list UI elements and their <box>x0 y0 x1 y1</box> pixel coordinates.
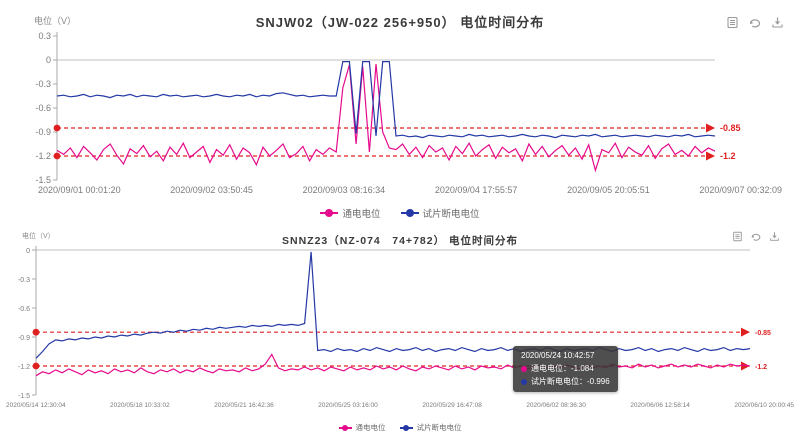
chart-title: SNJW02（JW-022 256+950） 电位时间分布 <box>255 15 545 30</box>
x-axis-tick-label: 2020/09/02 03:50:45 <box>170 185 253 195</box>
threshold-label: -1.2 <box>720 151 736 161</box>
legend-marker <box>399 424 413 431</box>
tooltip-value: -1.084 <box>571 363 594 373</box>
chart-legend: 通电电位 试片断电电位 <box>0 422 800 433</box>
tooltip: 2020/05/24 10:42:57 通电电位：-1.084 试片断电电位：-… <box>513 346 618 393</box>
tooltip-label: 试片断电电位 <box>531 376 579 386</box>
x-axis-tick-label: 2020/05/14 12:30:04 <box>6 402 66 409</box>
y-axis-tick-label: -0.3 <box>18 277 30 284</box>
y-axis-tick-label: -0.9 <box>35 127 51 137</box>
y-axis-tick-label: -0.6 <box>18 306 30 313</box>
chart-panel-snjw02: SNJW02（JW-022 256+950） 电位时间分布 电位（V） 0.3 0… <box>0 0 800 228</box>
threshold-label: -0.85 <box>720 123 741 133</box>
save-image-icon[interactable] <box>769 231 780 242</box>
x-axis-tick-label: 2020/09/05 20:05:51 <box>567 185 650 195</box>
chart-panel-snnz23: SNNZ23（NZ-074 74+782） 电位时间分布 电位（V） 0 -0.3… <box>0 228 800 448</box>
plot-area[interactable]: 0 -0.3 -0.6 -0.9 -1.2 -1.5 -0.85 -1.2 <box>0 228 800 448</box>
save-image-icon[interactable] <box>771 16 784 29</box>
threshold-arrow <box>706 123 715 133</box>
series-line-通电电位[interactable] <box>56 63 716 173</box>
legend-marker <box>338 424 352 431</box>
y-axis-tick-label: -0.3 <box>35 79 51 89</box>
chart-legend: 通电电位 试片断电电位 <box>0 206 800 220</box>
x-axis-tick-label: 2020/09/07 00:32:09 <box>699 185 782 195</box>
threshold-arrow <box>706 151 715 161</box>
refresh-icon[interactable] <box>750 231 762 242</box>
y-axis-tick-label: -0.9 <box>18 335 30 342</box>
legend-label: 试片断电电位 <box>416 423 462 432</box>
y-axis-tick-label: -1.5 <box>18 393 30 400</box>
x-axis-tick-label: 2020/05/25 03:16:00 <box>318 402 378 409</box>
threshold-arrow <box>741 361 750 371</box>
y-axis-tick-label: -1.2 <box>35 151 51 161</box>
tooltip-label: 通电电位 <box>531 363 563 373</box>
legend-label: 通电电位 <box>355 423 386 432</box>
tooltip-timestamp: 2020/05/24 10:42:57 <box>521 351 595 360</box>
x-axis-tick-label: 2020/06/06 12:58:14 <box>630 402 690 409</box>
legend-item-试片断电电位[interactable]: 试片断电电位 <box>399 422 462 433</box>
y-axis-tick-label: 0 <box>26 248 30 255</box>
threshold-label: -1.2 <box>755 364 767 371</box>
y-axis-tick-label: -1.5 <box>35 175 51 185</box>
threshold-axis-dot <box>32 362 40 370</box>
threshold-axis-dot <box>53 124 61 132</box>
legend-marker <box>320 209 339 217</box>
tooltip-row: 通电电位：-1.084 <box>521 363 610 376</box>
y-axis-label: 电位（V） <box>22 233 55 240</box>
series-line-试片断电电位[interactable] <box>35 251 751 359</box>
legend-marker <box>400 209 419 217</box>
data-view-icon[interactable] <box>726 16 739 29</box>
legend-item-试片断电电位[interactable]: 试片断电电位 <box>400 206 480 220</box>
legend-label: 试片断电电位 <box>422 209 480 220</box>
x-axis-labels: 2020/05/14 12:30:04 2020/05/18 10:33:02 20… <box>6 402 794 409</box>
x-axis-tick-label: 2020/09/01 00:01:20 <box>38 185 121 195</box>
series-line-通电电位[interactable] <box>35 353 751 377</box>
x-axis-tick-label: 2020/05/18 10:33:02 <box>110 402 170 409</box>
legend-item-通电电位[interactable]: 通电电位 <box>338 422 386 433</box>
y-axis-tick-label: 0.3 <box>38 31 51 41</box>
x-axis-tick-label: 2020/05/21 16:42:36 <box>214 402 274 409</box>
x-axis-tick-label: 2020/09/04 17:55:57 <box>434 185 518 195</box>
y-axis-tick-label: 0 <box>46 55 51 65</box>
threshold-axis-dot <box>32 328 40 336</box>
x-axis-tick-label: 2020/06/02 08:36:30 <box>526 402 586 409</box>
plot-area[interactable]: 0.3 0 -0.3 -0.6 -0.9 -1.2 -1.5 -0.85 -1.2 <box>0 0 800 228</box>
y-axis-tick-label: -1.2 <box>18 364 30 371</box>
refresh-icon[interactable] <box>748 16 762 29</box>
y-axis-label: 电位（V） <box>34 16 77 26</box>
tooltip-value: -0.996 <box>587 376 610 386</box>
chart-toolbox <box>726 16 784 29</box>
x-axis-tick-label: 2020/09/03 08:16:34 <box>302 185 386 195</box>
chart-toolbox <box>732 231 780 242</box>
threshold-axis-dot <box>53 152 61 160</box>
y-axis-tick-label: -0.6 <box>35 103 51 113</box>
series-dot-blue <box>521 378 527 385</box>
series-dot-pink <box>521 366 527 373</box>
legend-label: 通电电位 <box>342 209 381 220</box>
x-axis-labels: 2020/09/01 00:01:20 2020/09/02 03:50:45 20… <box>38 185 782 195</box>
threshold-label: -0.85 <box>755 330 771 337</box>
threshold-arrow <box>741 327 750 337</box>
legend-item-通电电位[interactable]: 通电电位 <box>320 206 381 220</box>
tooltip-row: 试片断电电位：-0.996 <box>521 376 610 389</box>
series-line-试片断电电位[interactable] <box>56 60 716 139</box>
data-view-icon[interactable] <box>732 231 743 242</box>
x-axis-tick-label: 2020/06/10 20:00:45 <box>734 402 794 409</box>
chart-title: SNNZ23（NZ-074 74+782） 电位时间分布 <box>281 235 519 247</box>
x-axis-tick-label: 2020/05/29 16:47:08 <box>422 402 482 409</box>
